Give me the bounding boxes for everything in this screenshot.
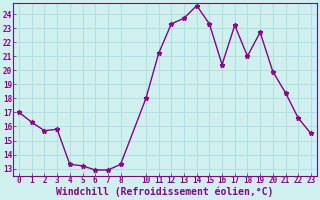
X-axis label: Windchill (Refroidissement éolien,°C): Windchill (Refroidissement éolien,°C)	[56, 187, 274, 197]
